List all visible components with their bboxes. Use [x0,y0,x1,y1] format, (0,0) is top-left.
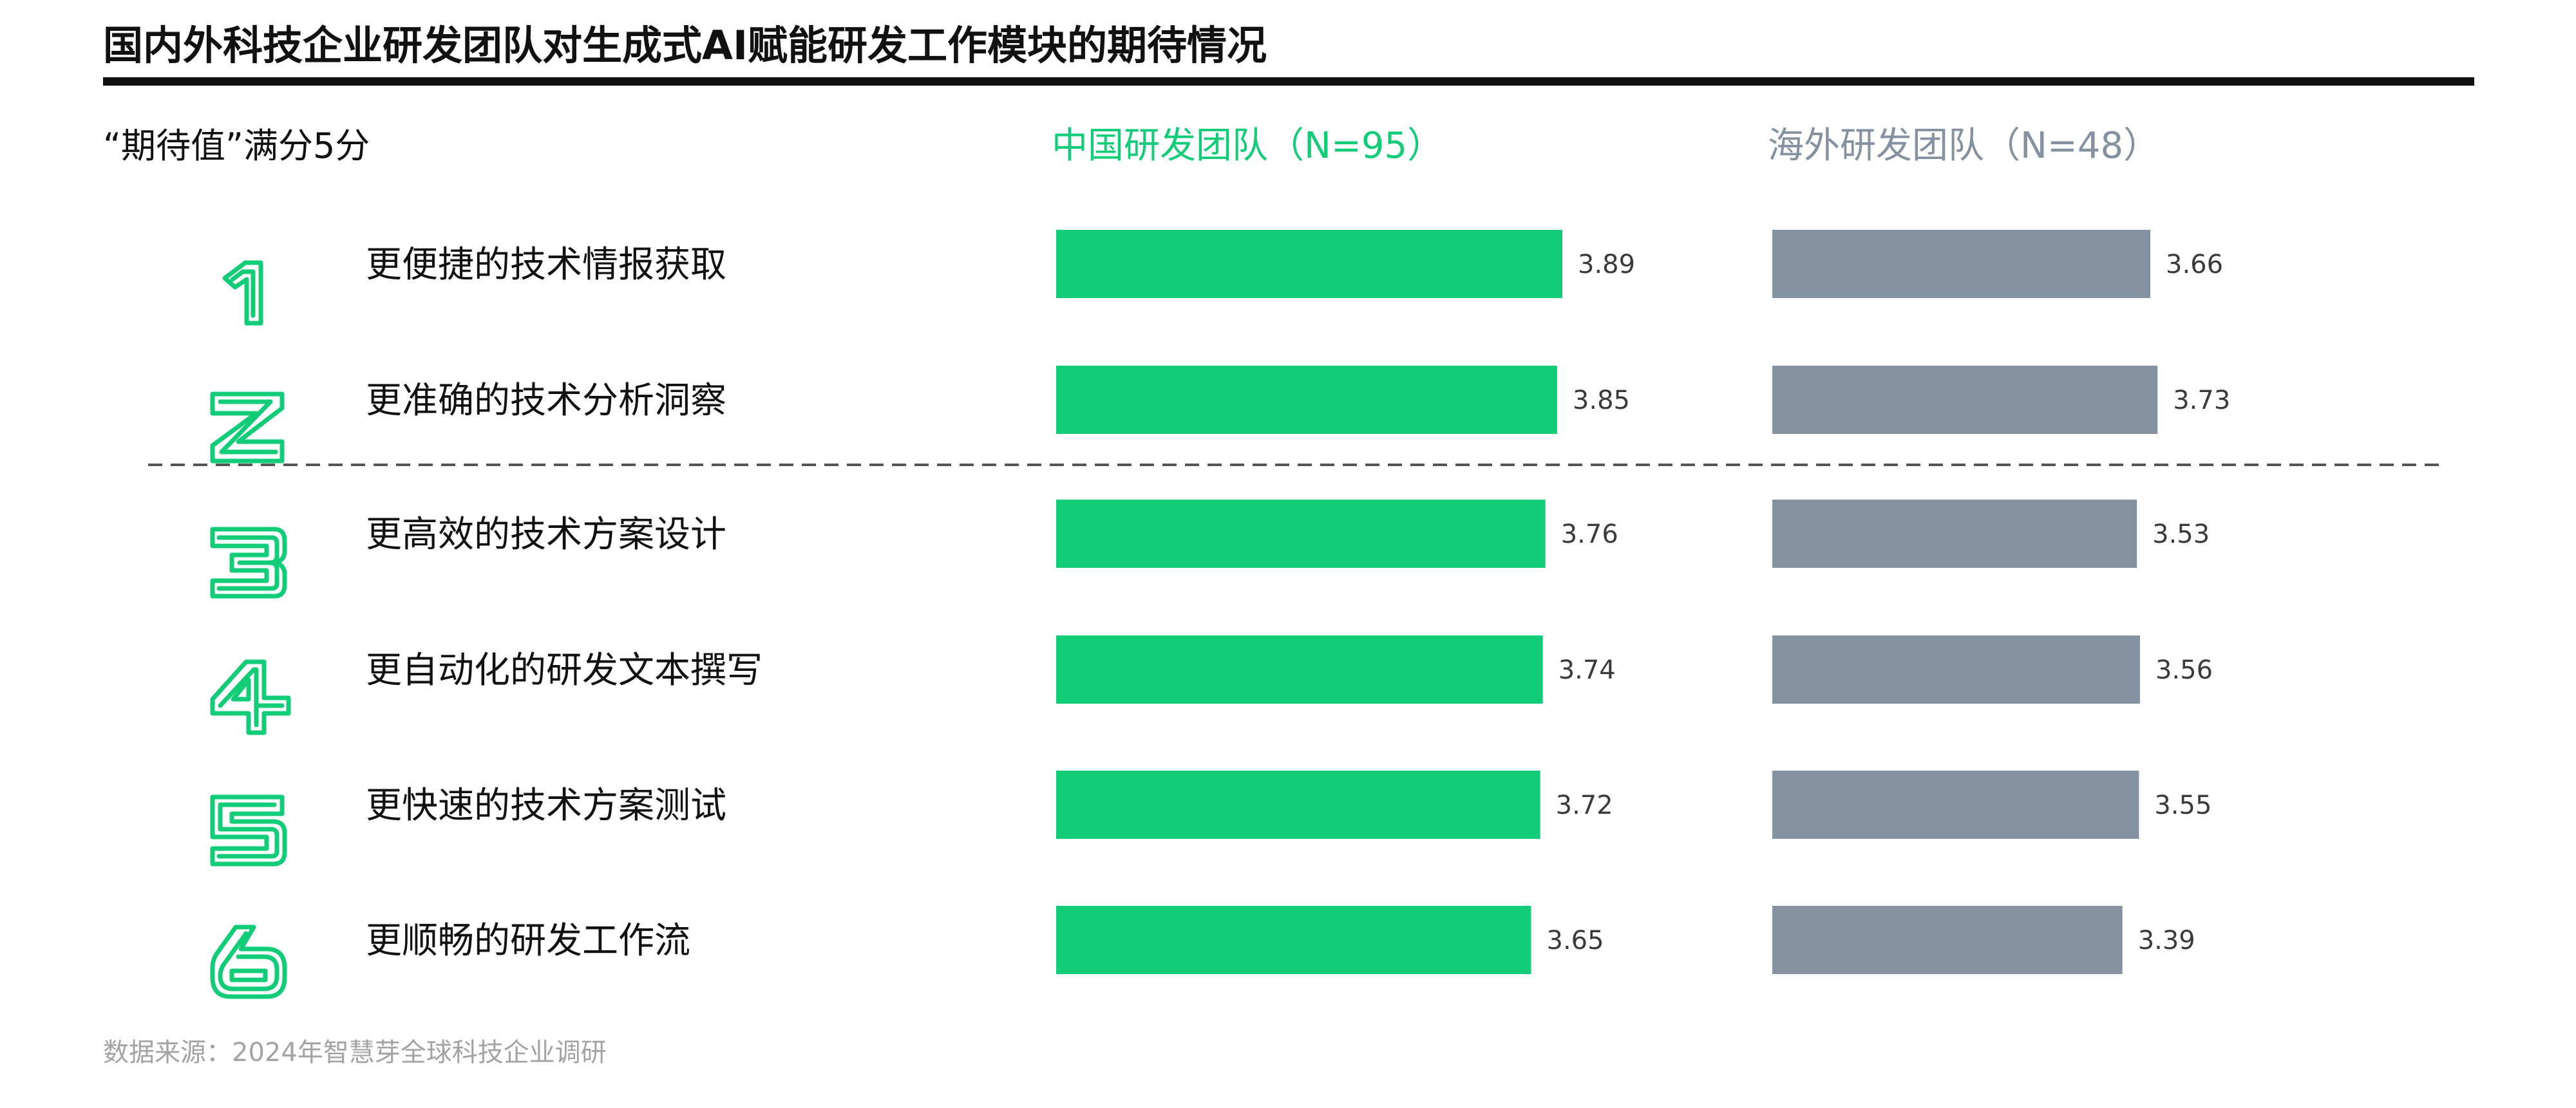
rank-6-icon [210,925,287,999]
category-label: 更自动化的研发文本撰写 [366,650,762,691]
bar-overseas [1772,366,2158,434]
value-label-china: 3.85 [1573,386,1630,415]
value-label-overseas: 3.53 [2152,520,2210,549]
value-label-china: 3.76 [1561,520,1618,549]
bars-overseas: 3.66 3.73 3.53 3.56 3.55 3.39 [1772,230,2230,974]
rank-1-icon [222,260,263,326]
category-labels: 更便捷的技术情报获取更准确的技术分析洞察更高效的技术方案设计更自动化的研发文本撰… [366,244,762,962]
chart-title: 国内外科技企业研发团队对生成式AI赋能研发工作模块的期待情况 [103,22,1267,69]
title-underline [103,77,2474,86]
category-label: 更准确的技术分析洞察 [366,380,726,422]
bar-overseas [1772,906,2123,974]
rank-4-icon [210,659,291,735]
value-label-china: 3.72 [1556,791,1613,820]
rank-2-icon [210,391,285,464]
value-label-china: 3.89 [1578,250,1635,279]
rank-5-icon [210,794,287,867]
value-label-overseas: 3.56 [2155,655,2213,685]
value-label-china: 3.74 [1558,655,1616,685]
category-label: 更便捷的技术情报获取 [366,244,726,286]
bar-china [1056,230,1562,298]
value-label-china: 3.65 [1547,926,1604,955]
value-label-overseas: 3.55 [2154,791,2211,820]
series-header-china: 中国研发团队（N=95） [1052,125,1443,167]
bar-china [1056,500,1546,568]
bar-overseas [1772,230,2150,298]
series-header-overseas: 海外研发团队（N=48） [1768,125,2159,167]
bars-china: 3.89 3.85 3.76 3.74 3.72 3.65 [1056,230,1635,974]
bar-overseas [1772,771,2139,839]
value-label-overseas: 3.66 [2166,250,2223,279]
bar-china [1056,635,1543,704]
rank-icons [210,260,291,999]
category-label: 更快速的技术方案测试 [366,785,726,827]
category-label: 更高效的技术方案设计 [366,514,726,556]
bar-china [1056,906,1531,974]
rank-3-icon [210,527,287,599]
bar-overseas [1772,500,2137,568]
value-label-overseas: 3.39 [2138,926,2195,955]
bar-china [1056,366,1557,434]
bar-overseas [1772,635,2140,704]
category-label: 更顺畅的研发工作流 [366,920,690,962]
bar-china [1056,771,1540,839]
value-label-overseas: 3.73 [2173,386,2230,415]
source-note: 数据来源：2024年智慧芽全球科技企业调研 [103,1038,607,1067]
chart-subtitle: “期待值”满分5分 [103,126,370,166]
